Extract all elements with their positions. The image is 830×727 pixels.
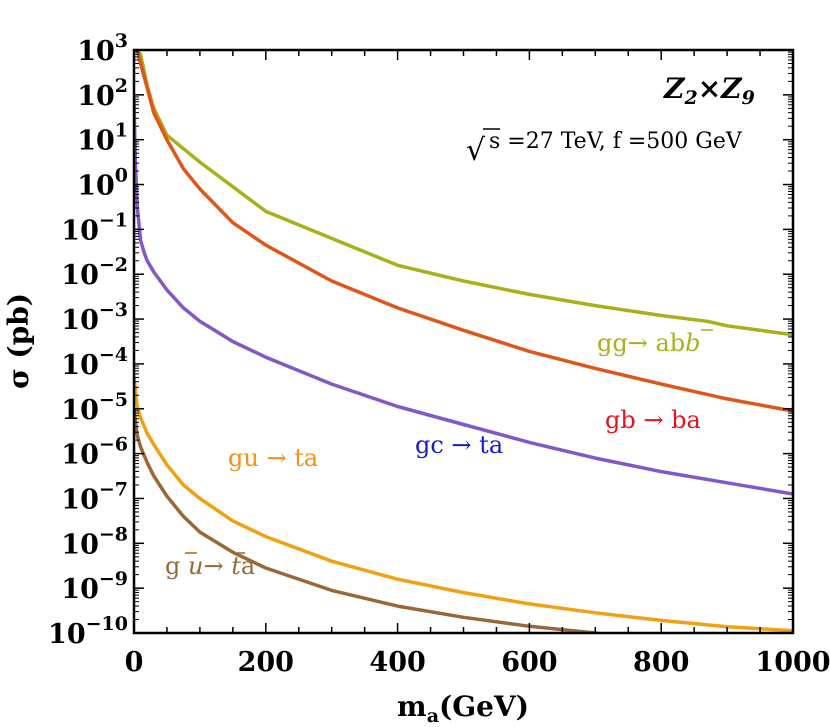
series-line-2	[134, 99, 793, 496]
label-gubar-tbara: g u→ ta	[165, 552, 255, 580]
y-tick-label: 10−4	[61, 344, 128, 381]
label-gb-ba: gb → ba	[605, 406, 701, 434]
y-tick-label: 10−7	[61, 478, 128, 515]
x-tick-label: 400	[369, 647, 425, 678]
x-tick-label: 0	[125, 647, 144, 678]
y-axis-title: σ (pb)	[2, 293, 35, 389]
x-tick-label: 1000	[755, 647, 830, 678]
series-line-1	[135, 50, 793, 413]
y-tick-label: 10−3	[61, 299, 128, 336]
label-gc-ta: gc → ta	[415, 431, 503, 459]
label-gu-ta: gu → ta	[228, 444, 318, 472]
energy-note: s =27 TeV, f =500 GeV	[489, 129, 743, 154]
plot-frame	[132, 48, 795, 635]
y-tick-label: 10−2	[61, 254, 128, 291]
y-tick-label: 10−6	[61, 434, 128, 471]
sqrt-symbol: √	[466, 133, 486, 168]
y-tick-label: 10−8	[61, 523, 128, 560]
y-tick-label: 10−10	[48, 613, 128, 650]
x-axis-title: ma(GeV)	[397, 690, 529, 727]
y-tick-label: 10−1	[61, 209, 128, 246]
y-tick-label: 100	[77, 165, 128, 202]
y-tick-label: 101	[77, 120, 128, 157]
x-tick-label: 200	[238, 647, 294, 678]
y-tick-label: 10−9	[61, 568, 128, 605]
y-tick-label: 102	[77, 75, 128, 112]
x-tick-label: 600	[501, 647, 557, 678]
y-tick-label: 103	[77, 30, 128, 67]
x-tick-label: 800	[633, 647, 689, 678]
y-tick-label: 10−5	[61, 389, 128, 426]
label-gg-abb: gg→ abb	[597, 329, 701, 357]
series-line-4	[134, 408, 606, 633]
series-line-3	[134, 377, 793, 633]
model-label: Z2×Z9	[663, 72, 755, 109]
